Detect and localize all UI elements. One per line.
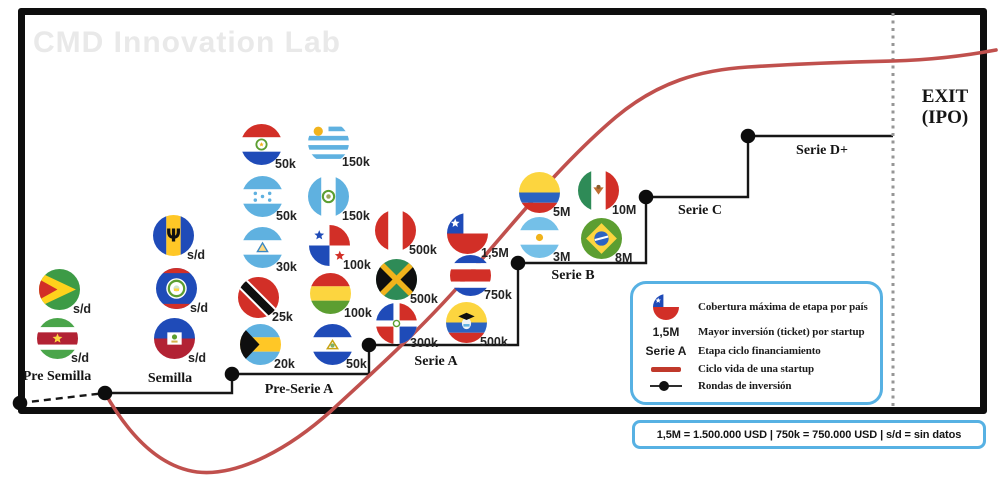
investment-round-dot [638, 189, 654, 205]
investment-amount: 50k [276, 209, 297, 223]
investment-amount: 750k [484, 288, 512, 302]
legend-box: Cobertura máxima de etapa por país 1,5M … [630, 281, 883, 405]
legend-item-label: Cobertura máxima de etapa por país [698, 301, 868, 313]
flag-belize-icon [155, 267, 197, 309]
investment-amount: 30k [276, 260, 297, 274]
svg-text:Ψ: Ψ [166, 226, 181, 246]
stage-label-pre-serie-a: Pre-Serie A [264, 382, 334, 397]
legend-key-ticket: 1,5M [652, 325, 680, 339]
startup-lifecycle-curve [103, 48, 998, 475]
flag-peru-icon [374, 209, 416, 251]
flag-barbados-icon: Ψ [152, 214, 194, 256]
dashed-start-segment [19, 391, 106, 405]
investment-amount: 5M [553, 205, 571, 219]
chart-frame [18, 8, 987, 414]
investment-amount: 500k [480, 335, 508, 349]
investment-round-dots [12, 128, 756, 411]
investment-amount: s/d [71, 351, 90, 365]
investment-amount: 3M [553, 250, 571, 264]
investment-amount: 300k [410, 336, 438, 350]
investment-amount: 500k [409, 243, 437, 257]
flag-trinidad-icon [237, 276, 279, 318]
legend-item-lifecycle: Ciclo vida de una startup [639, 363, 874, 375]
flag-dominicana-icon [375, 302, 417, 344]
chile-flag-icon [653, 294, 679, 320]
exit-line1: EXIT [921, 86, 969, 107]
flag-honduras-icon [241, 175, 283, 217]
investment-round-dot [224, 366, 240, 382]
flag-colombia-icon [518, 171, 560, 213]
legend-item-label: Etapa ciclo financiamiento [698, 345, 821, 357]
investment-amount: 150k [342, 155, 370, 169]
flag-argentina-icon [518, 216, 560, 258]
flag-guyana-icon [38, 268, 80, 310]
investment-round-dot [97, 385, 113, 401]
investment-amount: 20k [274, 357, 295, 371]
watermark: CMD Innovation Lab [33, 26, 341, 59]
investment-round-dot [510, 255, 526, 271]
legend-item-label: Rondas de inversión [698, 380, 792, 392]
legend-item-stage: Serie A Etapa ciclo financiamiento [639, 344, 874, 358]
investment-amount: 8M [615, 251, 633, 265]
flag-uruguay-icon [307, 121, 349, 163]
legend-item-label: Ciclo vida de una startup [698, 363, 815, 375]
flag-chile-icon [446, 212, 488, 254]
legend-key-stage: Serie A [645, 344, 687, 358]
investment-amount: 50k [275, 157, 296, 171]
legend-item-coverage: Cobertura máxima de etapa por país [639, 294, 874, 320]
legend-item-ticket: 1,5M Mayor inversión (ticket) por startu… [639, 325, 874, 339]
investment-round-dot [12, 395, 28, 411]
investment-amount: 100k [343, 258, 371, 272]
flag-guatemala-icon [307, 175, 349, 217]
investment-amount: 1,5M [481, 246, 509, 260]
investment-amount: 500k [410, 292, 438, 306]
legend-item-rounds: Rondas de inversión [639, 380, 874, 392]
stage-label-serie-d+: Serie D+ [796, 143, 848, 158]
stage-label-serie-a: Serie A [414, 354, 458, 369]
investment-amount: 50k [346, 357, 367, 371]
flag-nicaragua-icon [241, 226, 283, 268]
footnote-box: 1,5M = 1.500.000 USD | 750k = 750.000 US… [632, 420, 986, 449]
flag-bolivia-icon [309, 272, 351, 314]
flag-jamaica-icon [375, 258, 417, 300]
investment-amount: 150k [342, 209, 370, 223]
flag-paraguay-icon [240, 123, 282, 165]
stage-label-serie-b: Serie B [551, 268, 595, 283]
exit-line2: (IPO) [921, 107, 969, 128]
investment-amount: 25k [272, 310, 293, 324]
investment-amount: s/d [187, 248, 206, 262]
flag-costarica-icon [449, 254, 491, 296]
stage-label-pre-semilla: Pre Semilla [22, 369, 92, 384]
investment-amount: s/d [188, 351, 207, 365]
flag-suriname-icon [36, 317, 78, 359]
investment-amount: 100k [344, 306, 372, 320]
investment-amount: s/d [73, 302, 92, 316]
red-line-icon [651, 366, 681, 372]
flag-mexico-icon [577, 169, 619, 211]
legend-item-label: Mayor inversión (ticket) por startup [698, 326, 865, 338]
dot-line-icon [650, 381, 682, 391]
investment-round-dot [740, 128, 756, 144]
investment-round-dot [361, 337, 377, 353]
flag-ecuador-icon [445, 301, 487, 343]
investment-amount: 10M [612, 203, 637, 217]
investment-amount: s/d [190, 301, 209, 315]
flag-haiti-icon [153, 317, 195, 359]
flag-bahamas-icon [239, 323, 281, 365]
flag-elsalvador-icon [311, 323, 353, 365]
exit-label: EXIT (IPO) [922, 86, 968, 128]
stage-label-serie-c: Serie C [678, 203, 722, 218]
stage-label-semilla: Semilla [147, 371, 193, 386]
flag-brasil-icon [580, 217, 622, 259]
